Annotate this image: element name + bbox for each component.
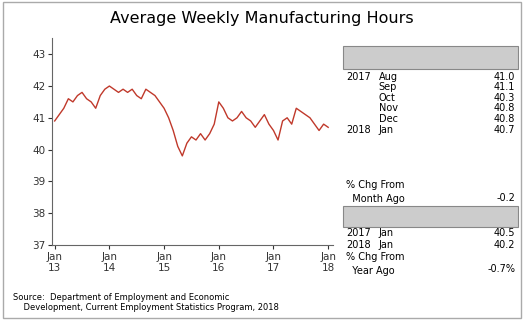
Text: Average Weekly Manufacturing Hours: Average Weekly Manufacturing Hours bbox=[110, 11, 414, 26]
Text: Dec: Dec bbox=[379, 114, 398, 124]
Text: 40.7: 40.7 bbox=[494, 124, 515, 135]
Text: Nov: Nov bbox=[379, 103, 398, 114]
Text: Jan: Jan bbox=[379, 228, 394, 238]
Text: 40.5: 40.5 bbox=[494, 228, 515, 238]
Text: Source:  Department of Employment and Economic
    Development, Current Employme: Source: Department of Employment and Eco… bbox=[13, 292, 279, 312]
Text: 40.8: 40.8 bbox=[494, 114, 515, 124]
Text: Jan: Jan bbox=[379, 124, 394, 135]
Text: Sep: Sep bbox=[379, 82, 397, 92]
Text: Oct: Oct bbox=[379, 93, 396, 103]
Text: % Chg From
  Month Ago: % Chg From Month Ago bbox=[346, 180, 405, 204]
Text: 2017: 2017 bbox=[346, 72, 370, 82]
Text: Jan: Jan bbox=[379, 240, 394, 250]
Text: seasonally adjusted: seasonally adjusted bbox=[382, 52, 479, 62]
Text: 2017: 2017 bbox=[346, 228, 370, 238]
Text: 2018: 2018 bbox=[346, 124, 370, 135]
Text: 41.1: 41.1 bbox=[494, 82, 515, 92]
Text: 2018: 2018 bbox=[346, 240, 370, 250]
Text: 40.8: 40.8 bbox=[494, 103, 515, 114]
Text: % Chg From
  Year Ago: % Chg From Year Ago bbox=[346, 252, 405, 276]
Text: -0.2: -0.2 bbox=[496, 193, 515, 203]
Text: -0.7%: -0.7% bbox=[487, 264, 515, 275]
Text: Aug: Aug bbox=[379, 72, 398, 82]
Text: 40.3: 40.3 bbox=[494, 93, 515, 103]
Text: unadjusted: unadjusted bbox=[403, 212, 458, 222]
Text: 40.2: 40.2 bbox=[494, 240, 515, 250]
Text: 41.0: 41.0 bbox=[494, 72, 515, 82]
